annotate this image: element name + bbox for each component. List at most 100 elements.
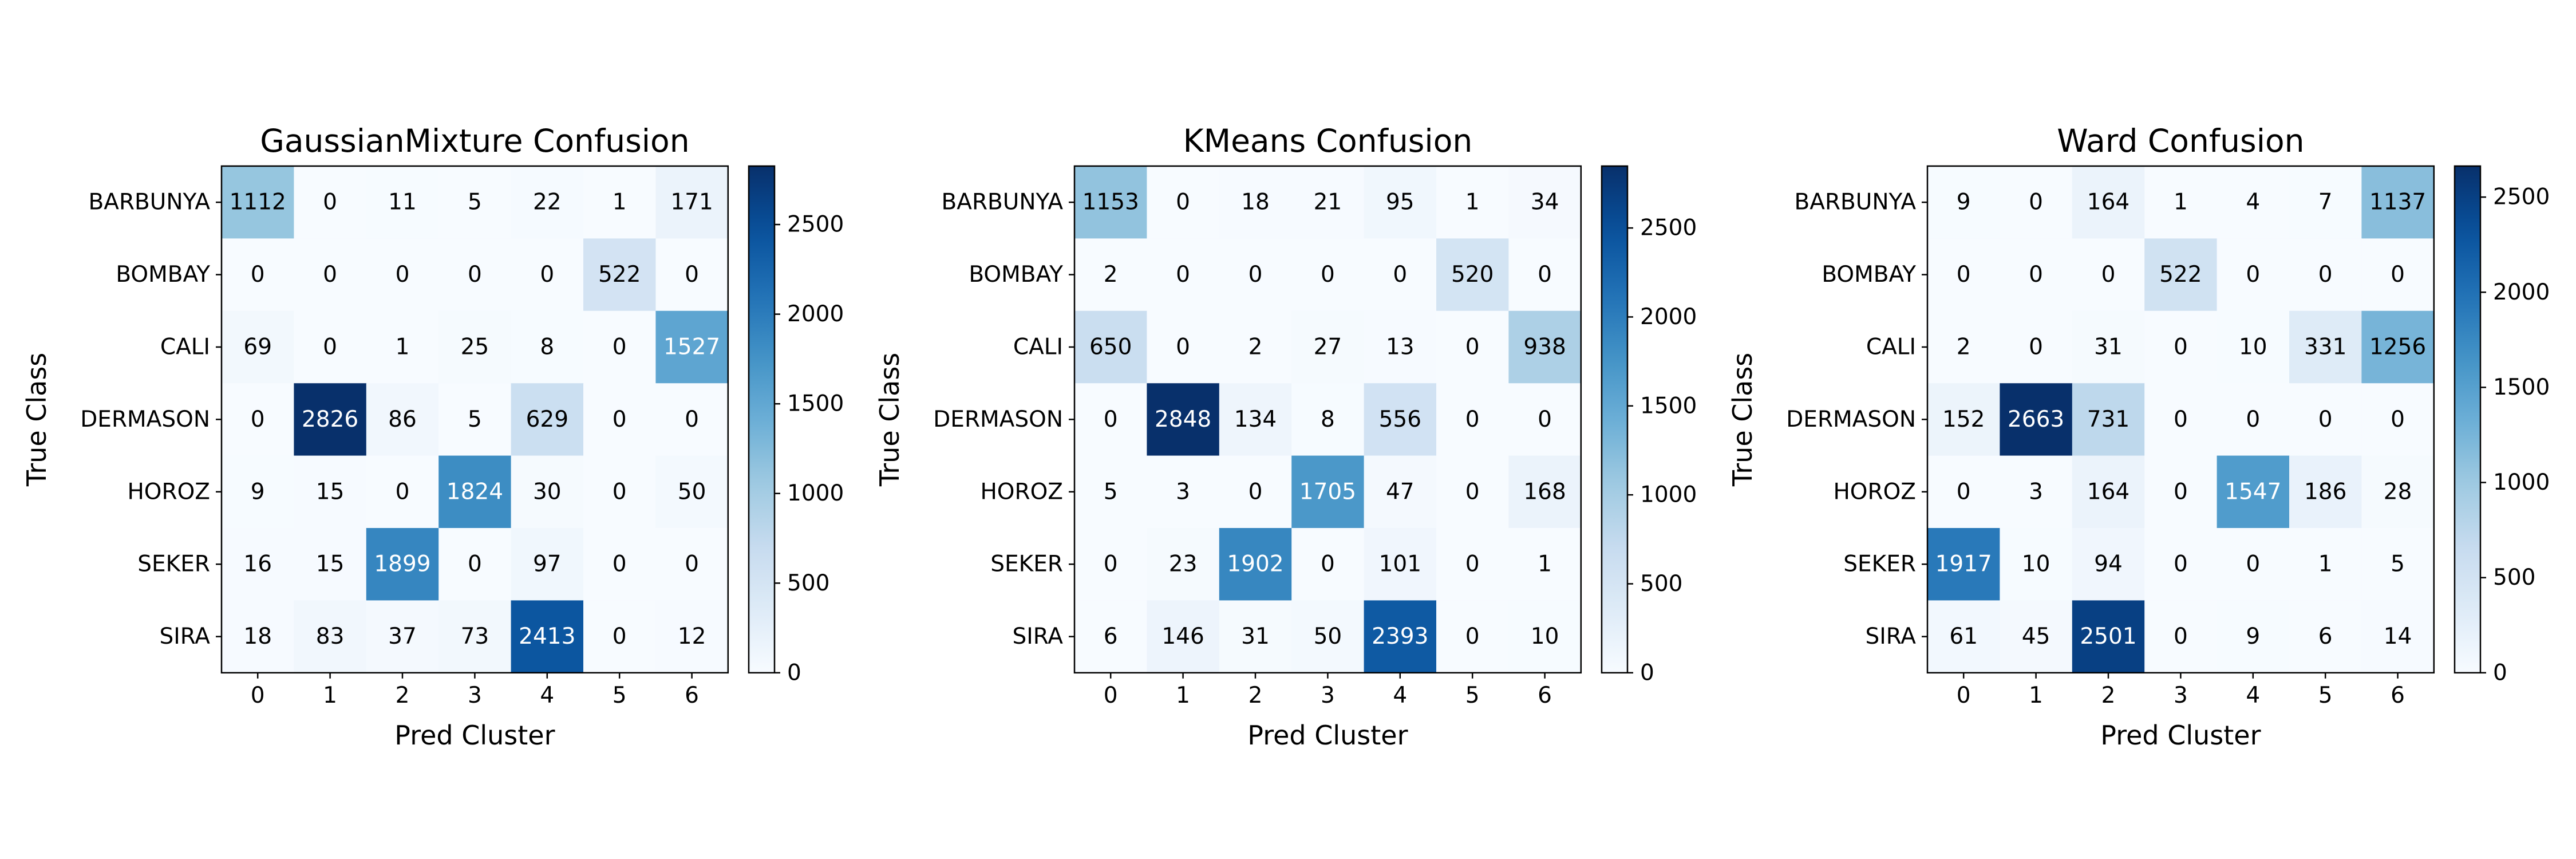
heatmap-cell bbox=[2289, 238, 2362, 312]
colorbar-tick-label: 2500 bbox=[2493, 184, 2550, 210]
colorbar-tick-label: 0 bbox=[787, 660, 801, 685]
heatmap-cell bbox=[2289, 455, 2362, 529]
cell-value-label: 50 bbox=[1314, 624, 1342, 649]
cell-value-label: 9 bbox=[2246, 624, 2260, 649]
cell-value-label: 331 bbox=[2304, 334, 2346, 360]
heatmap-cell bbox=[1508, 455, 1582, 529]
colorbar bbox=[2453, 165, 2482, 674]
cell-value-label: 8 bbox=[540, 334, 554, 360]
heatmap-cell bbox=[366, 238, 439, 312]
cell-value-label: 1 bbox=[1465, 190, 1480, 215]
x-tick-label: 4 bbox=[540, 683, 554, 708]
x-tick-label: 5 bbox=[2318, 683, 2333, 708]
cell-value-label: 1547 bbox=[2225, 479, 2281, 505]
heatmap-cell bbox=[1927, 310, 2000, 384]
heatmap-cell bbox=[1074, 383, 1147, 456]
heatmap-cell bbox=[1147, 600, 1220, 673]
cell-value-label: 1137 bbox=[2369, 190, 2426, 215]
heatmap-cell bbox=[1927, 166, 2000, 239]
y-tick-label: SIRA bbox=[160, 624, 211, 649]
cell-value-label: 34 bbox=[1531, 190, 1559, 215]
heatmap-cell bbox=[655, 600, 729, 673]
y-tick-label: DERMASON bbox=[1786, 407, 1916, 432]
cell-value-label: 73 bbox=[461, 624, 489, 649]
cell-value-label: 15 bbox=[316, 551, 345, 577]
colorbar-tick-label: 2000 bbox=[787, 301, 844, 327]
cell-value-label: 0 bbox=[251, 407, 265, 432]
cell-value-label: 5 bbox=[1104, 479, 1118, 505]
cell-value-label: 0 bbox=[613, 624, 627, 649]
heatmap-cell bbox=[2289, 528, 2362, 601]
cell-value-label: 0 bbox=[613, 551, 627, 577]
cell-value-label: 0 bbox=[2318, 407, 2333, 432]
heatmap-cell bbox=[655, 455, 729, 529]
cell-value-label: 186 bbox=[2304, 479, 2346, 505]
heatmap-cell bbox=[1291, 310, 1365, 384]
heatmap-cell bbox=[1364, 166, 1437, 239]
y-tick-label: BOMBAY bbox=[969, 262, 1063, 287]
y-tick-label: SEKER bbox=[990, 551, 1063, 577]
heatmap-cell bbox=[2000, 238, 2073, 312]
x-tick-label: 4 bbox=[2246, 683, 2260, 708]
chart-title: Ward Confusion bbox=[2057, 123, 2304, 159]
heatmap-cell bbox=[1219, 310, 1292, 384]
cell-value-label: 22 bbox=[533, 190, 562, 215]
heatmap-cell bbox=[2361, 166, 2435, 239]
y-axis-label: True Class bbox=[874, 353, 905, 487]
heatmap-cell bbox=[511, 310, 584, 384]
heatmap-cell bbox=[1364, 455, 1437, 529]
chart-title: KMeans Confusion bbox=[1183, 123, 1473, 159]
cell-value-label: 2663 bbox=[2008, 407, 2064, 432]
cell-value-label: 3 bbox=[1176, 479, 1190, 505]
cell-value-label: 10 bbox=[1531, 624, 1559, 649]
heatmap-cell bbox=[1219, 528, 1292, 601]
heatmap-cell bbox=[2144, 238, 2218, 312]
heatmap-cell bbox=[366, 528, 439, 601]
heatmap-cell bbox=[2000, 310, 2073, 384]
cell-value-label: 18 bbox=[243, 624, 272, 649]
cell-value-label: 0 bbox=[2391, 407, 2405, 432]
cell-value-label: 1 bbox=[2174, 190, 2188, 215]
cell-value-label: 522 bbox=[598, 262, 641, 287]
cell-value-label: 164 bbox=[2087, 190, 2129, 215]
cell-value-label: 1112 bbox=[230, 190, 286, 215]
cell-value-label: 16 bbox=[243, 551, 272, 577]
heatmap-cell bbox=[1147, 238, 1220, 312]
heatmap-cell bbox=[294, 600, 367, 673]
heatmap-cell bbox=[655, 166, 729, 239]
cell-value-label: 37 bbox=[388, 624, 417, 649]
heatmap-cell bbox=[2217, 455, 2290, 529]
x-axis-label: Pred Cluster bbox=[1247, 720, 1408, 751]
cell-value-label: 0 bbox=[2174, 479, 2188, 505]
heatmap-cell bbox=[1436, 383, 1509, 456]
cell-value-label: 0 bbox=[2029, 190, 2043, 215]
heatmap-cell bbox=[2072, 383, 2145, 456]
heatmap-cell bbox=[1508, 600, 1582, 673]
heatmap-cell bbox=[583, 238, 656, 312]
heatmap-cell bbox=[2072, 238, 2145, 312]
y-tick-label: HOROZ bbox=[980, 479, 1063, 505]
cell-value-label: 1153 bbox=[1082, 190, 1139, 215]
heatmap-cell bbox=[1927, 383, 2000, 456]
heatmap-cell bbox=[2144, 166, 2218, 239]
heatmap-cell bbox=[1074, 600, 1147, 673]
heatmap-cell bbox=[2144, 383, 2218, 456]
cell-value-label: 2393 bbox=[1372, 624, 1428, 649]
cell-value-label: 69 bbox=[243, 334, 272, 360]
heatmap-cell bbox=[511, 238, 584, 312]
cell-value-label: 0 bbox=[613, 479, 627, 505]
cell-value-label: 1902 bbox=[1227, 551, 1283, 577]
cell-value-label: 0 bbox=[1465, 624, 1480, 649]
heatmap-cell bbox=[1074, 455, 1147, 529]
cell-value-label: 21 bbox=[1314, 190, 1342, 215]
y-tick-label: BARBUNYA bbox=[89, 190, 211, 215]
heatmap-cell bbox=[2144, 600, 2218, 673]
heatmap-cell bbox=[511, 528, 584, 601]
heatmap-cell bbox=[1074, 310, 1147, 384]
heatmap-cell bbox=[1508, 383, 1582, 456]
x-tick-label: 4 bbox=[1393, 683, 1407, 708]
colorbar-tick-label: 2000 bbox=[1640, 304, 1697, 330]
colorbar-tick-label: 1500 bbox=[1640, 393, 1697, 419]
